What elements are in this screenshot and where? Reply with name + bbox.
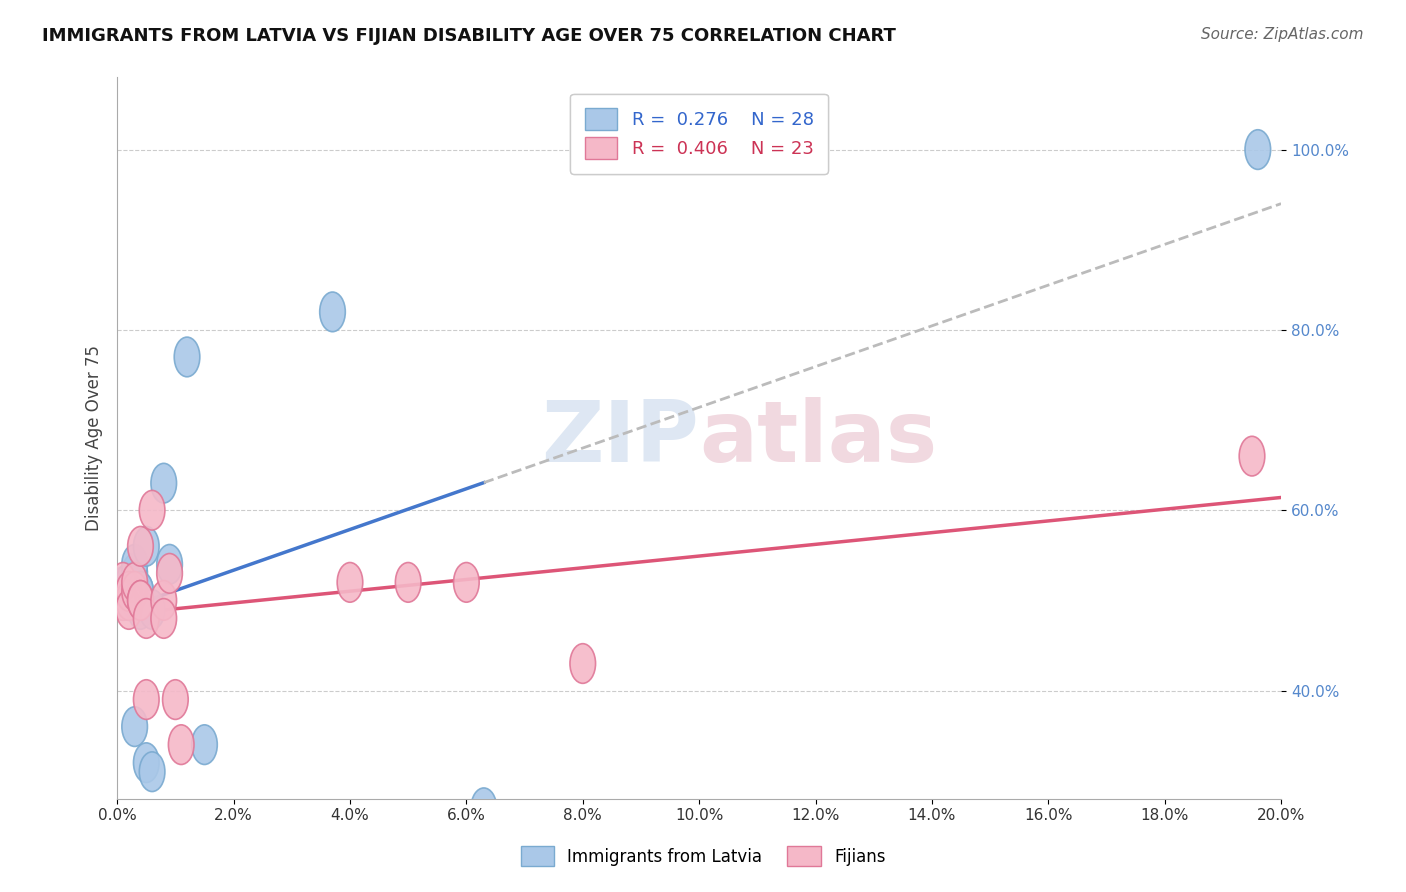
- Ellipse shape: [117, 590, 142, 629]
- Ellipse shape: [110, 581, 136, 620]
- Legend: Immigrants from Latvia, Fijians: Immigrants from Latvia, Fijians: [512, 838, 894, 875]
- Ellipse shape: [122, 563, 148, 602]
- Ellipse shape: [150, 581, 177, 620]
- Ellipse shape: [471, 788, 496, 828]
- Ellipse shape: [117, 581, 142, 620]
- Ellipse shape: [117, 572, 142, 611]
- Ellipse shape: [337, 563, 363, 602]
- Ellipse shape: [134, 526, 159, 566]
- Text: Source: ZipAtlas.com: Source: ZipAtlas.com: [1201, 27, 1364, 42]
- Ellipse shape: [134, 599, 159, 639]
- Text: IMMIGRANTS FROM LATVIA VS FIJIAN DISABILITY AGE OVER 75 CORRELATION CHART: IMMIGRANTS FROM LATVIA VS FIJIAN DISABIL…: [42, 27, 896, 45]
- Ellipse shape: [122, 581, 148, 620]
- Ellipse shape: [163, 680, 188, 720]
- Ellipse shape: [122, 563, 148, 602]
- Ellipse shape: [117, 572, 142, 611]
- Ellipse shape: [128, 581, 153, 620]
- Y-axis label: Disability Age Over 75: Disability Age Over 75: [86, 345, 103, 531]
- Ellipse shape: [134, 743, 159, 782]
- Ellipse shape: [110, 567, 136, 607]
- Ellipse shape: [122, 572, 148, 611]
- Ellipse shape: [128, 526, 153, 566]
- Ellipse shape: [569, 644, 596, 683]
- Ellipse shape: [117, 581, 142, 620]
- Ellipse shape: [122, 544, 148, 584]
- Ellipse shape: [139, 491, 165, 530]
- Ellipse shape: [454, 563, 479, 602]
- Ellipse shape: [128, 581, 153, 620]
- Ellipse shape: [134, 680, 159, 720]
- Ellipse shape: [139, 590, 165, 629]
- Ellipse shape: [395, 563, 420, 602]
- Ellipse shape: [110, 563, 136, 602]
- Ellipse shape: [122, 554, 148, 593]
- Ellipse shape: [150, 599, 177, 639]
- Ellipse shape: [117, 581, 142, 620]
- Ellipse shape: [117, 563, 142, 602]
- Text: atlas: atlas: [699, 397, 938, 480]
- Ellipse shape: [128, 572, 153, 611]
- Ellipse shape: [110, 581, 136, 620]
- Ellipse shape: [150, 463, 177, 503]
- Ellipse shape: [191, 725, 218, 764]
- Ellipse shape: [128, 572, 153, 611]
- Ellipse shape: [117, 572, 142, 611]
- Ellipse shape: [128, 590, 153, 629]
- Legend: R =  0.276    N = 28, R =  0.406    N = 23: R = 0.276 N = 28, R = 0.406 N = 23: [571, 94, 828, 174]
- Ellipse shape: [122, 706, 148, 747]
- Ellipse shape: [169, 725, 194, 764]
- Ellipse shape: [174, 337, 200, 376]
- Ellipse shape: [1239, 436, 1265, 476]
- Ellipse shape: [156, 554, 183, 593]
- Ellipse shape: [139, 752, 165, 791]
- Ellipse shape: [117, 572, 142, 611]
- Ellipse shape: [110, 572, 136, 611]
- Ellipse shape: [1246, 129, 1271, 169]
- Text: ZIP: ZIP: [541, 397, 699, 480]
- Ellipse shape: [319, 292, 346, 332]
- Ellipse shape: [156, 544, 183, 584]
